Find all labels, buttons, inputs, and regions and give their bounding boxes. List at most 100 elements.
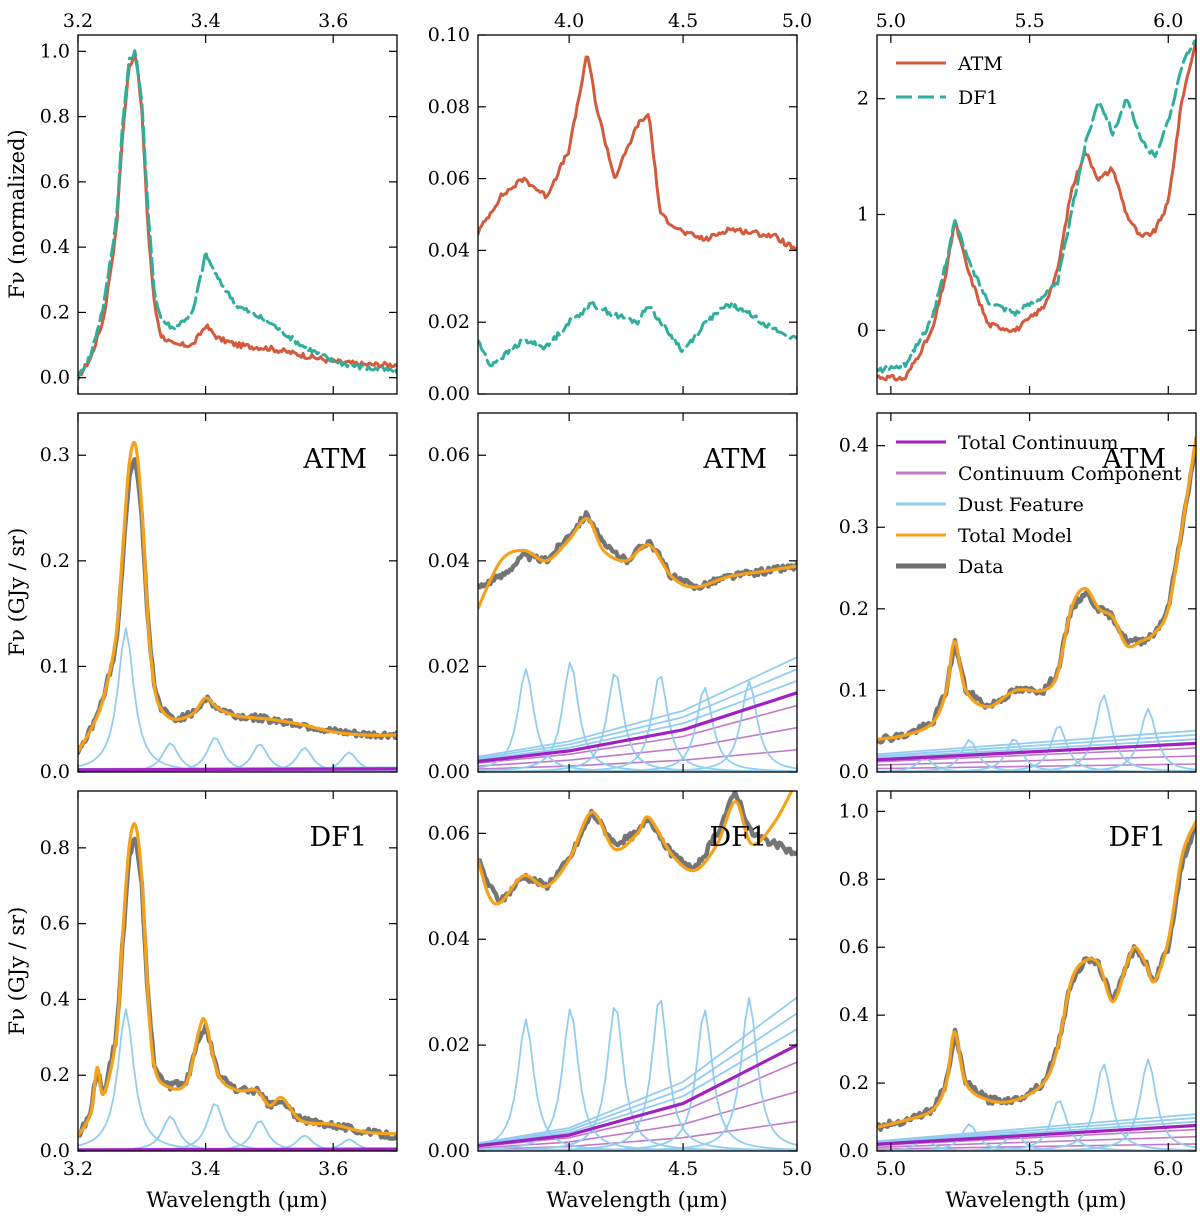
y-tick-label: 0.00 [428, 1140, 470, 1162]
y-tick-label: 1.0 [839, 800, 869, 822]
continuum-component-line [478, 1120, 797, 1151]
x-tick-label: 3.2 [63, 10, 93, 32]
plot-area [478, 791, 797, 1151]
total-model-line [78, 440, 397, 753]
continuum-component-line [478, 1061, 797, 1148]
y-tick-label: 0.00 [428, 761, 470, 783]
plot-area [877, 435, 1196, 772]
panel-atm-mid: 0.00 0.02 0.04 0.06 ATM [428, 412, 798, 783]
total-continuum-line [478, 691, 797, 763]
y-axis-label: Fν (GJy / sr) [5, 907, 29, 1036]
dust-feature-line [877, 729, 1196, 756]
y-tick-label: 0.10 [428, 24, 470, 46]
data-line [877, 824, 1196, 1132]
dust-feature-line [478, 1012, 797, 1145]
total-continuum-line [877, 741, 1196, 762]
y-tick-label: 0.0 [40, 1140, 70, 1162]
y-tick-label: 0.4 [40, 988, 70, 1010]
continuum-component-line [877, 1143, 1196, 1150]
axes-frame [876, 412, 1197, 773]
y-tick-label: 0.2 [40, 301, 70, 323]
y-axis-label: Fν (GJy / sr) [5, 528, 29, 657]
y-tick-label: 1.0 [40, 40, 70, 62]
x-tick-label: 3.6 [318, 1158, 348, 1180]
y-tick-label: 0.4 [839, 435, 869, 457]
total-continuum-line [478, 1043, 797, 1148]
x-tick-label: 6.0 [1153, 1158, 1183, 1180]
panel-label: DF1 [309, 822, 367, 853]
plot-area [478, 510, 797, 772]
x-tick-label: 5.0 [876, 10, 906, 32]
y-tick-label: 0.2 [839, 598, 869, 620]
x-tick-label: 4.5 [668, 10, 698, 32]
y-axis-label: Fν (normalized) [5, 129, 29, 298]
dust-feature-line [478, 1007, 797, 1151]
y-tick-label: 0.2 [839, 1072, 869, 1094]
dust-feature-line [877, 708, 1196, 772]
plot-area [78, 440, 397, 772]
panel-atm-short: 0.0 0.1 0.2 0.3 ATM [40, 412, 398, 783]
legend-label: Total Model [958, 525, 1072, 547]
y-tick-label: 2 [857, 88, 869, 110]
panel-label: ATM [702, 444, 767, 475]
continuum-component-line [877, 755, 1196, 766]
y-tick-label: 0.06 [428, 822, 470, 844]
dust-feature-line [478, 656, 797, 758]
y-tick-label: 0.1 [40, 655, 70, 677]
panel-label: DF1 [709, 822, 767, 853]
x-tick-label: 5.0 [782, 1158, 812, 1180]
axes-frame [477, 412, 798, 773]
axes-frame [77, 34, 398, 395]
panel-norm-mid: 4.0 4.5 5.0 0.00 0.02 0.04 0.06 0.08 0.10 [428, 10, 812, 405]
legend-label: Continuum Component [958, 463, 1182, 485]
y-tick-label: 0.04 [428, 928, 470, 950]
panel-label: ATM [302, 444, 367, 475]
series-atm [877, 38, 1196, 382]
y-tick-label: 0.2 [40, 550, 70, 572]
axes-frame [77, 412, 398, 773]
total-model-line [78, 822, 397, 1138]
continuum-component-line [877, 747, 1196, 763]
y-tick-label: 0.02 [428, 655, 470, 677]
legend-label: DF1 [958, 87, 999, 109]
x-axis-label: Wavelength (μm) [945, 1188, 1126, 1212]
x-tick-label: 3.2 [63, 1158, 93, 1180]
series-df1 [478, 301, 797, 368]
x-tick-label: 5.0 [876, 1158, 906, 1180]
dust-feature-line [478, 680, 797, 761]
dust-feature-line [877, 1113, 1196, 1143]
total-model-line [478, 516, 797, 610]
plot-area [877, 820, 1196, 1151]
y-tick-label: 0.06 [428, 444, 470, 466]
y-tick-label: 0.6 [839, 936, 869, 958]
continuum-component-line [478, 726, 797, 767]
dust-feature-line [877, 1117, 1196, 1144]
dust-feature-line [478, 996, 797, 1145]
y-tick-label: 0.3 [40, 444, 70, 466]
panel-label: ATM [1101, 444, 1166, 475]
dust-feature-line [877, 734, 1196, 757]
x-tick-label: 5.5 [1014, 1158, 1044, 1180]
dust-feature-line [877, 738, 1196, 759]
total-continuum-line [78, 767, 397, 772]
y-tick-label: 0.0 [40, 761, 70, 783]
y-tick-label: 0.06 [428, 168, 470, 190]
y-tick-label: 0.2 [40, 1064, 70, 1086]
axes-frame [77, 790, 398, 1152]
total-continuum-line [877, 1123, 1196, 1146]
x-axis-label: Wavelength (μm) [146, 1188, 327, 1212]
y-tick-label: 0.4 [839, 1004, 869, 1026]
x-tick-label: 5.0 [782, 10, 812, 32]
data-line [877, 441, 1196, 745]
plot-area [78, 49, 397, 382]
y-tick-label: 0.8 [40, 837, 70, 859]
y-tick-label: 0.3 [839, 516, 869, 538]
plot-area [478, 55, 797, 368]
x-tick-label: 4.0 [554, 1158, 584, 1180]
y-tick-label: 0.08 [428, 96, 470, 118]
y-tick-label: 0.4 [40, 236, 70, 258]
panel-norm-short: 3.2 3.4 3.6 0.0 0.2 0.4 0.6 0.8 1.0 [40, 10, 398, 395]
series-df1 [877, 39, 1196, 374]
axes-frame [477, 790, 798, 1152]
